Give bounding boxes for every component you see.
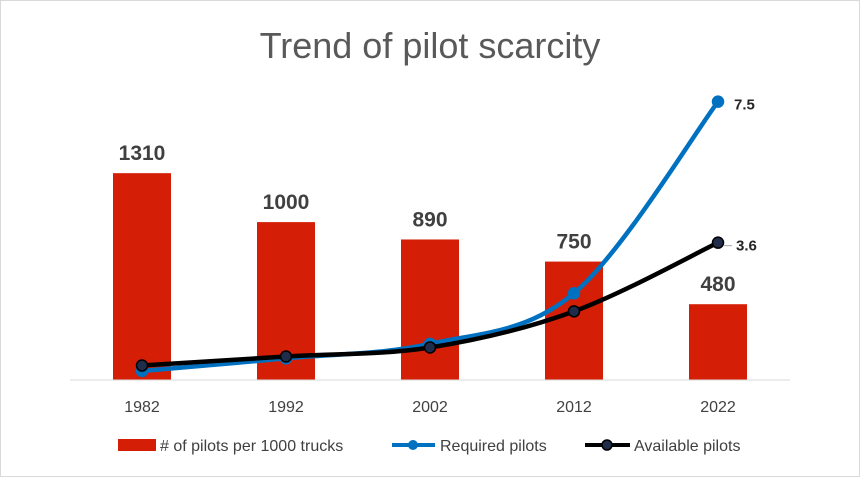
required-pilots-marker-2022 — [711, 95, 725, 108]
bar-data-labels: 1310 1000 890 750 480 — [119, 142, 736, 296]
available-pilots-end-label: 3.6 — [736, 238, 757, 255]
legend-label-required: Required pilots — [440, 438, 547, 455]
available-pilots-marker-2022 — [711, 236, 725, 249]
line-series-group — [135, 95, 725, 378]
required-pilots-end-label: 7.5 — [734, 97, 755, 114]
x-axis-ticks: 1982 1992 2002 2012 2022 — [124, 399, 736, 416]
chart-title: Trend of pilot scarcity — [260, 25, 601, 66]
bar-label-2002: 890 — [412, 208, 447, 231]
x-tick-1992: 1992 — [268, 399, 304, 416]
legend-swatch-bars — [118, 439, 156, 451]
bar-2012 — [545, 261, 603, 380]
legend-label-available: Available pilots — [634, 438, 740, 455]
available-pilots-marker-2002 — [423, 341, 437, 354]
bar-1982 — [113, 173, 171, 380]
bar-2002 — [401, 239, 459, 380]
legend-swatch-required-marker — [408, 440, 418, 450]
x-tick-2002: 2002 — [412, 399, 448, 416]
bar-label-2012: 750 — [556, 231, 591, 254]
x-tick-2022: 2022 — [700, 399, 736, 416]
bar-label-2022: 480 — [700, 273, 735, 296]
x-tick-2012: 2012 — [556, 399, 592, 416]
x-tick-1982: 1982 — [124, 399, 160, 416]
legend-label-bars: # of pilots per 1000 trucks — [160, 438, 343, 455]
bar-2022 — [689, 304, 747, 380]
bar-label-1982: 1310 — [119, 142, 166, 165]
required-pilots-marker-2012 — [567, 287, 581, 300]
legend-swatch-available-marker — [601, 439, 613, 451]
available-pilots-marker-1992 — [279, 350, 293, 363]
line-data-labels: 7.5 3.6 — [724, 97, 757, 255]
legend: # of pilots per 1000 trucks Required pil… — [118, 438, 740, 455]
bar-label-1992: 1000 — [263, 191, 310, 214]
available-pilots-marker-2012 — [567, 305, 581, 318]
available-pilots-marker-1982 — [135, 359, 149, 372]
